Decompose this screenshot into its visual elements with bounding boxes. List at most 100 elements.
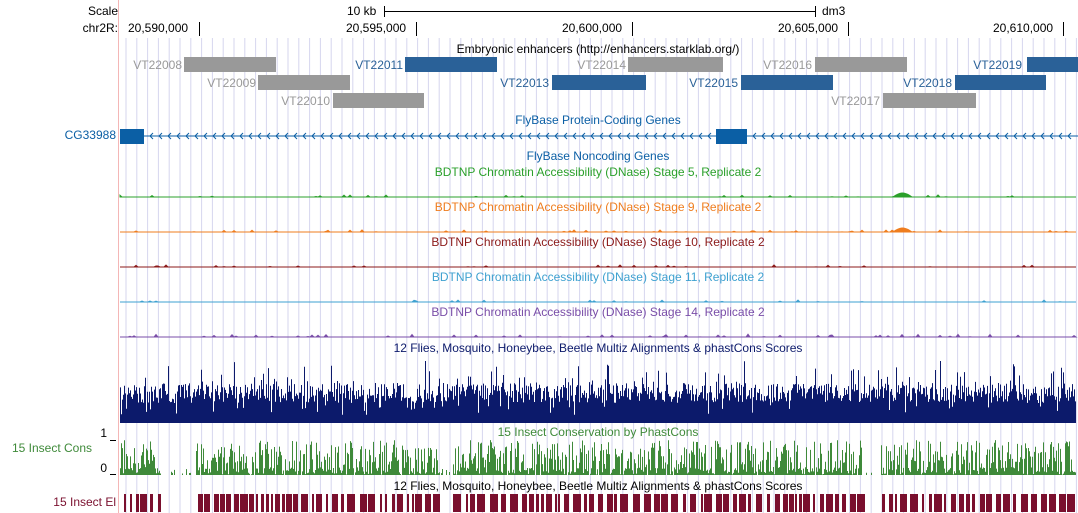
left-highlight-line [118, 0, 119, 513]
track-title-phastcons[interactable]: 15 Insect Conservation by PhastCons [497, 425, 699, 439]
phastcons-conservation-wiggle[interactable] [0, 440, 1078, 476]
dnase-signal-stage5[interactable] [0, 183, 1078, 199]
coord-tick-label: 20,610,000 [993, 21, 1054, 35]
track-title-dnase-stage9[interactable]: BDTNP Chromatin Accessibility (DNase) St… [434, 200, 762, 214]
multiz-conservation-wiggle[interactable] [0, 357, 1078, 424]
conserved-element [826, 494, 833, 512]
conserved-element [701, 494, 703, 512]
enhancer-label-vt22014[interactable]: VT22014 [577, 58, 626, 72]
conserved-element [739, 494, 746, 512]
conserved-element [412, 494, 414, 512]
conserved-element [1021, 494, 1028, 512]
enhancer-feature-vt22009[interactable] [258, 75, 350, 90]
enhancer-feature-vt22010[interactable] [333, 93, 424, 108]
conserved-element [510, 494, 518, 512]
conserved-element [266, 494, 269, 512]
conserved-element [1003, 494, 1010, 512]
enhancer-feature-vt22008[interactable] [184, 57, 276, 72]
enhancer-label-vt22015[interactable]: VT22015 [689, 76, 738, 90]
conserved-element [198, 494, 203, 512]
coord-tick-label: 20,605,000 [778, 21, 839, 35]
track-title-multiz[interactable]: 12 Flies, Mosquito, Honeybee, Beetle Mul… [393, 341, 803, 355]
conserved-element [980, 494, 985, 512]
dnase-signal-stage11[interactable] [0, 288, 1078, 304]
enhancer-label-vt22019[interactable]: VT22019 [973, 58, 1022, 72]
track-title-noncoding-genes[interactable]: FlyBase Noncoding Genes [526, 149, 670, 163]
conserved-element [130, 494, 132, 512]
enhancer-feature-vt22014[interactable] [628, 57, 723, 72]
conserved-element [783, 494, 788, 512]
gene-model-cg33988[interactable] [0, 126, 1078, 146]
phastcons-axis-min: 0 [100, 461, 107, 475]
track-title-protein-coding-genes[interactable]: FlyBase Protein-Coding Genes [515, 113, 681, 127]
conserved-element [716, 494, 722, 512]
track-title-dnase-stage14[interactable]: BDTNP Chromatin Accessibility (DNase) St… [431, 305, 765, 319]
chrom-label: chr2R: [82, 21, 118, 35]
conserved-element [425, 494, 431, 512]
phastcons-side-label[interactable]: 15 Insect Cons [11, 441, 92, 455]
conserved-element [536, 494, 539, 512]
conserved-element [564, 494, 569, 512]
conserved-element [857, 494, 865, 512]
enhancer-feature-vt22016[interactable] [815, 57, 907, 72]
conserved-element [910, 494, 918, 512]
dnase-signal-stage9[interactable] [0, 218, 1078, 234]
conserved-element [704, 494, 712, 512]
enhancer-label-vt22018[interactable]: VT22018 [903, 76, 952, 90]
conserved-element [1059, 494, 1066, 512]
track-title-dnase-stage5[interactable]: BDTNP Chromatin Accessibility (DNase) St… [434, 165, 762, 179]
conserved-element [654, 494, 660, 512]
phastcons-axis-max-tick [110, 440, 116, 441]
conserved-element [293, 494, 298, 512]
track-title-enhancers[interactable]: Embryonic enhancers (http://enhancers.st… [456, 42, 740, 56]
track-title-dnase-stage11[interactable]: BDTNP Chromatin Accessibility (DNase) St… [431, 270, 765, 284]
coord-tick-label: 20,590,000 [128, 21, 189, 35]
scale-label: Scale [87, 4, 118, 18]
gene-label-cg33988[interactable]: CG33988 [64, 128, 116, 142]
conserved-element [789, 494, 794, 512]
conserved-element [477, 494, 485, 512]
conserved-element [820, 494, 824, 512]
conserved-element [332, 494, 338, 512]
conserved-element [944, 494, 946, 512]
conserved-element [204, 494, 210, 512]
conserved-element [929, 494, 932, 512]
track-title-dnase-stage10[interactable]: BDTNP Chromatin Accessibility (DNase) St… [431, 235, 765, 249]
conserved-element [620, 494, 628, 512]
assembly-label: dm3 [822, 4, 846, 18]
enhancer-label-vt22016[interactable]: VT22016 [763, 58, 812, 72]
conserved-element [1049, 494, 1056, 512]
conserved-element [214, 494, 219, 512]
enhancer-label-vt22010[interactable]: VT22010 [281, 94, 330, 108]
enhancer-feature-vt22011[interactable] [405, 57, 497, 72]
conserved-element [326, 494, 328, 512]
conserved-element [598, 494, 603, 512]
conserved-element [996, 494, 1001, 512]
enhancer-feature-vt22015[interactable] [741, 75, 833, 90]
conserved-element [385, 494, 387, 512]
conserved-element [607, 494, 613, 512]
elements-side-label[interactable]: 15 Insect El [53, 495, 116, 509]
enhancer-label-vt22008[interactable]: VT22008 [133, 58, 182, 72]
enhancer-label-vt22009[interactable]: VT22009 [207, 76, 256, 90]
track-title-conserved-elements[interactable]: 12 Flies, Mosquito, Honeybee, Beetle Mul… [393, 479, 803, 493]
dnase-signal-stage14[interactable] [0, 323, 1078, 339]
conserved-element [803, 494, 810, 512]
conserved-element [501, 494, 506, 512]
enhancer-feature-vt22017[interactable] [883, 93, 976, 108]
enhancer-label-vt22013[interactable]: VT22013 [500, 76, 549, 90]
enhancer-feature-vt22019[interactable] [1027, 57, 1078, 72]
enhancer-feature-vt22013[interactable] [552, 75, 646, 90]
enhancer-label-vt22011[interactable]: VT22011 [355, 58, 403, 72]
phastcons-axis-max: 1 [100, 426, 107, 440]
conserved-elements-track[interactable] [0, 494, 1078, 513]
conserved-element [158, 494, 161, 512]
gene-exon [716, 129, 747, 144]
conserved-element [312, 494, 314, 512]
conserved-element [756, 494, 762, 512]
dnase-signal-stage10[interactable] [0, 253, 1078, 269]
enhancer-feature-vt22018[interactable] [955, 75, 1046, 90]
enhancer-label-vt22017[interactable]: VT22017 [831, 94, 880, 108]
conserved-element [380, 494, 382, 512]
